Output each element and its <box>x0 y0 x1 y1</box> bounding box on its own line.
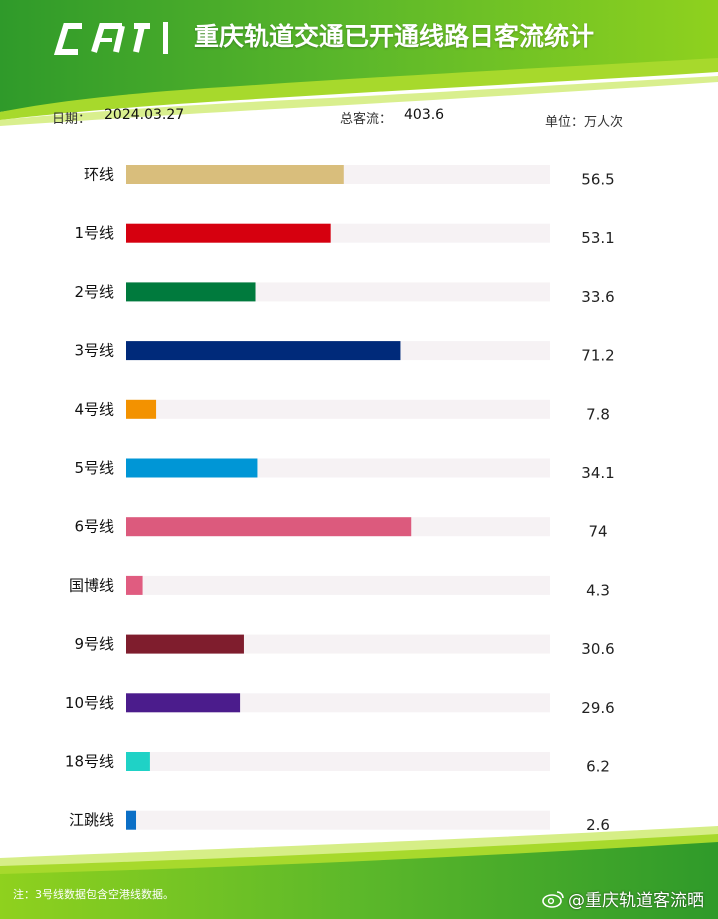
footer-note: 注：3号线数据包含空港线数据。 <box>13 888 174 901</box>
bar <box>126 752 150 771</box>
value-label: 74 <box>588 523 607 541</box>
total-value: 403.6 <box>404 107 445 123</box>
title-divider <box>163 22 168 54</box>
category-label: 江跳线 <box>69 811 114 829</box>
bar-track <box>126 399 550 419</box>
bar <box>126 282 256 302</box>
unit-label: 单位：万人次 <box>545 115 624 130</box>
footer-banner <box>0 826 718 919</box>
category-label: 3号线 <box>74 342 114 360</box>
bar-track <box>126 810 550 830</box>
bar <box>126 693 241 713</box>
category-label: 4号线 <box>74 400 114 418</box>
header-banner <box>0 0 718 126</box>
page-title: 重庆轨道交通已开通线路日客流统计 <box>194 22 595 51</box>
value-label: 71.2 <box>581 347 614 365</box>
category-label: 10号线 <box>65 694 114 712</box>
value-label: 2.6 <box>586 816 610 834</box>
value-label: 29.6 <box>581 699 614 717</box>
category-label: 2号线 <box>74 283 114 301</box>
category-label: 国博线 <box>69 576 114 594</box>
category-label: 9号线 <box>74 635 114 653</box>
bar <box>126 399 157 419</box>
value-label: 30.6 <box>581 640 614 658</box>
bar <box>126 458 258 478</box>
value-label: 6.2 <box>586 758 610 776</box>
bar <box>126 223 331 243</box>
weibo-icon <box>542 890 564 908</box>
bar <box>126 341 401 361</box>
value-label: 53.1 <box>581 229 614 247</box>
bar <box>126 517 412 537</box>
category-label: 1号线 <box>74 224 114 242</box>
category-label: 5号线 <box>74 459 114 477</box>
category-label: 6号线 <box>74 518 114 536</box>
value-label: 4.3 <box>586 581 610 599</box>
bar <box>126 165 344 184</box>
bar <box>126 575 143 595</box>
value-label: 33.6 <box>581 288 614 306</box>
bar-track <box>126 575 550 595</box>
watermark-text: @重庆轨道客流晒 <box>568 891 704 911</box>
value-label: 56.5 <box>581 171 614 189</box>
date-label: 日期： <box>52 112 92 127</box>
value-label: 34.1 <box>581 464 614 482</box>
bar <box>126 634 244 654</box>
bar-chart: 环线 56.5 1号线 53.1 2号线 33.6 3号线 71.2 4号线 7.8 5号线 34.1… <box>65 165 615 834</box>
weibo-watermark: @重庆轨道客流晒 <box>542 886 704 911</box>
bar <box>126 810 137 830</box>
total-label: 总客流： <box>340 112 393 127</box>
bar-track <box>126 752 550 771</box>
crt-logo-icon <box>53 23 150 55</box>
category-label: 环线 <box>84 166 114 184</box>
value-label: 7.8 <box>586 405 610 423</box>
date-value: 2024.03.27 <box>104 107 185 123</box>
category-label: 18号线 <box>65 753 114 771</box>
